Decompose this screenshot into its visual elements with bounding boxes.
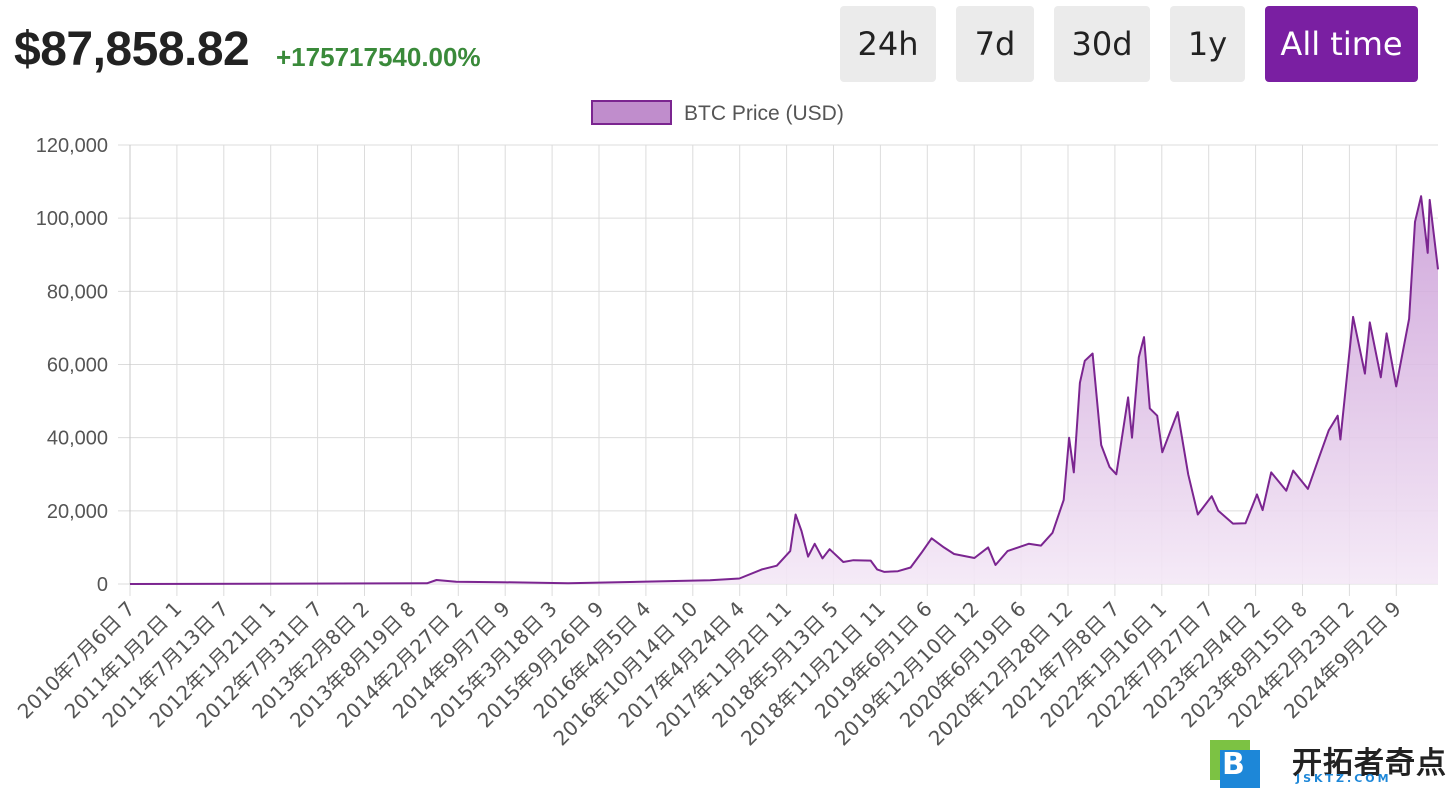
range-button-7d[interactable]: 7d (956, 6, 1034, 82)
current-price: $87,858.82 (14, 23, 250, 76)
watermark-logo: B 开拓者奇点 JSKTZ.COM (1210, 738, 1448, 790)
y-tick-label: 0 (97, 574, 108, 596)
time-range-selector: 24h 7d 30d 1y All time (840, 6, 1418, 82)
range-button-1y[interactable]: 1y (1170, 6, 1245, 82)
price-change-percent: +175717540.00% (276, 42, 481, 72)
range-button-all-time[interactable]: All time (1265, 6, 1418, 82)
plot-area (129, 195, 1439, 585)
y-tick-label: 60,000 (47, 355, 108, 377)
watermark-subtext: JSKTZ.COM (1296, 772, 1392, 785)
range-button-30d[interactable]: 30d (1054, 6, 1150, 82)
legend-label: BTC Price (USD) (684, 102, 844, 125)
logo-badge-icon: B (1210, 740, 1260, 788)
range-button-24h[interactable]: 24h (840, 6, 936, 82)
logo-letter: B (1222, 747, 1245, 782)
chart-legend: BTC Price (USD) (591, 100, 844, 125)
y-tick-label: 80,000 (47, 281, 108, 303)
y-axis: 0 20,000 40,000 60,000 80,000 100,000 120,000 (36, 135, 108, 596)
y-tick-label: 40,000 (47, 428, 108, 450)
legend-swatch (591, 100, 672, 125)
price-area-fill (130, 196, 1438, 584)
price-series-line (129, 195, 1439, 585)
y-tick-label: 100,000 (36, 208, 108, 230)
y-tick-label: 120,000 (36, 135, 108, 157)
watermark-text: 开拓者奇点 (1292, 746, 1447, 781)
y-tick-label: 20,000 (47, 501, 108, 523)
